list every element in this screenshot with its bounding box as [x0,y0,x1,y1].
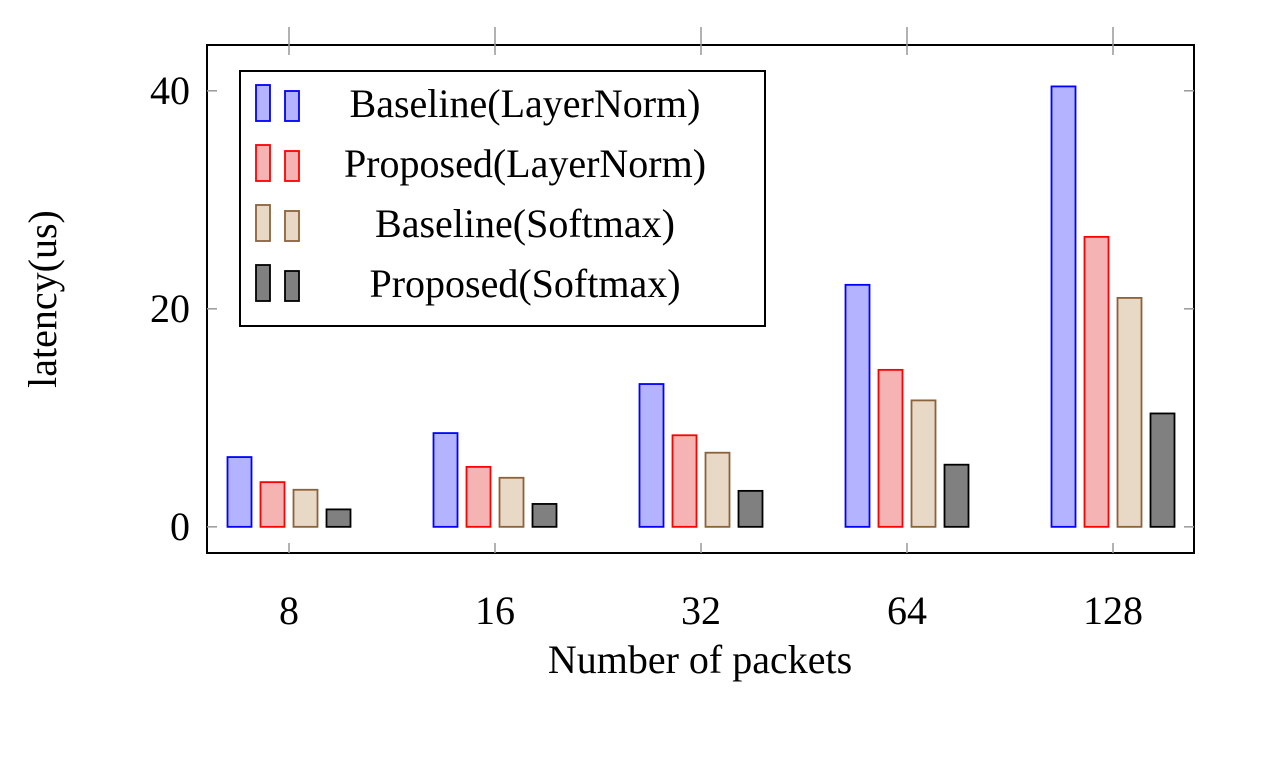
legend-swatch [255,84,271,122]
legend: Baseline(LayerNorm) Proposed(LayerNorm) Ba… [239,70,766,327]
axis-ticks [207,27,1194,553]
legend-swatch [284,270,300,302]
x-tick-label: 8 [279,588,299,633]
bar [638,383,665,528]
bar [943,463,970,528]
bar [704,451,731,528]
bar [844,283,871,528]
x-tick-labels: 8 16 32 64 128 [279,588,1143,633]
legend-swatch [255,264,271,302]
bar [1050,85,1077,528]
x-axis-label: Number of packets [548,637,852,682]
y-tick-label: 40 [150,68,190,113]
bar [671,434,698,528]
bar [292,488,319,528]
x-tick-label: 32 [681,588,721,633]
legend-swatch [284,90,300,122]
bar [465,465,492,528]
legend-box [239,70,766,327]
bar [1083,235,1110,528]
bar [498,476,525,528]
bar [226,456,253,528]
bar [1149,412,1176,528]
bar [259,481,286,528]
bar [325,508,352,528]
y-tick-labels: 0 20 40 [150,68,190,549]
x-tick-label: 64 [887,588,927,633]
y-tick-label: 0 [170,504,190,549]
legend-label: Baseline(LayerNorm) [350,81,701,126]
bar [737,489,764,528]
bars [226,85,1176,528]
bar [531,503,558,528]
y-axis-label: latency(us) [20,210,65,388]
x-tick-label: 128 [1083,588,1143,633]
legend-swatch [255,204,271,242]
bar [877,368,904,528]
legend-label: Proposed(Softmax) [369,261,680,306]
x-tick-label: 16 [475,588,515,633]
y-tick-label: 20 [150,286,190,331]
bar [1116,297,1143,528]
bar [432,432,459,528]
legend-swatch [284,150,300,182]
legend-label: Proposed(LayerNorm) [344,141,706,186]
bar [910,399,937,528]
legend-swatch [284,210,300,242]
legend-label: Baseline(Softmax) [375,201,675,246]
legend-swatch [255,144,271,182]
